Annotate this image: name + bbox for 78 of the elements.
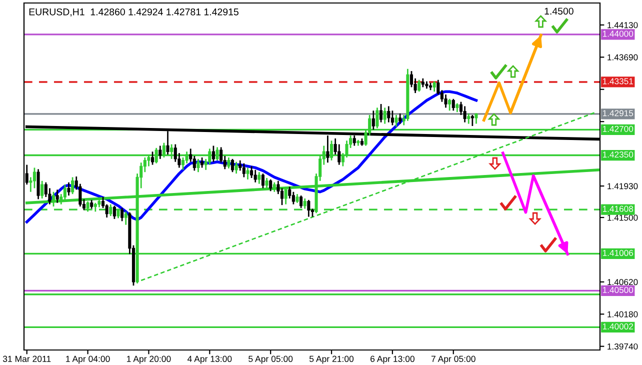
line-series [482, 34, 542, 122]
candlestick [36, 168, 40, 200]
candlestick [120, 207, 124, 222]
candlestick [234, 161, 238, 174]
candlestick [269, 178, 272, 192]
candlestick [467, 112, 470, 124]
candlestick [124, 210, 128, 226]
candlestick [463, 106, 466, 124]
ref-line-label: 1.42700 [602, 126, 634, 132]
ref-line-label: 1.42350 [602, 151, 634, 158]
candlestick [448, 98, 452, 112]
candlestick [71, 176, 74, 195]
candlestick [390, 110, 394, 126]
candlestick [151, 150, 154, 166]
candlestick [250, 166, 254, 179]
candlestick [258, 171, 261, 185]
candlestick [32, 167, 36, 189]
candlestick [105, 204, 108, 218]
annotation: 1.4500 [544, 8, 574, 15]
candlestick [40, 180, 44, 200]
y-tick-label: 1.41930 [608, 183, 638, 190]
candlestick [196, 158, 200, 173]
ref-line-label: 1.41006 [602, 250, 634, 256]
candlestick [212, 145, 215, 163]
candlestick [200, 156, 204, 168]
candlestick [307, 199, 310, 218]
candlestick [379, 103, 383, 124]
ref-line-label: 1.44000 [602, 30, 634, 37]
candlestick [432, 80, 436, 92]
candlestick [418, 79, 421, 92]
x-tick-label: 1 Apr 20:00 [127, 356, 171, 364]
line-series [502, 152, 570, 256]
candlestick [109, 204, 112, 217]
x-tick-label: 4 Apr 13:00 [187, 356, 232, 364]
candlestick [254, 169, 257, 184]
y-tick-label: 1.41500 [608, 214, 638, 221]
y-tick-label: 1.44130 [608, 22, 638, 28]
x-tick-label: 5 Apr 21:00 [309, 356, 354, 364]
candlestick [394, 114, 398, 128]
x-tick-label: 5 Apr 05:00 [248, 356, 293, 364]
candlestick [470, 114, 474, 127]
candlestick [246, 167, 250, 180]
y-tick-label: 1.39740 [608, 343, 638, 350]
candlestick [387, 106, 390, 124]
candlestick [272, 182, 276, 193]
candlestick [444, 94, 448, 108]
candlestick [452, 98, 455, 112]
y-tick-label: 1.40620 [608, 279, 638, 286]
x-tick-label: 1 Apr 04:00 [66, 356, 110, 364]
chart-title: EURUSD,H1 1.42860 1.42924 1.42781 1.42915 [29, 8, 238, 16]
ref-line-label: 1.43351 [602, 78, 634, 84]
candlestick [436, 79, 440, 96]
x-tick-label: 7 Apr 05:00 [431, 356, 476, 364]
candlestick [63, 184, 66, 201]
candlestick [158, 145, 162, 160]
x-tick-label: 31 Mar 2011 [2, 356, 51, 362]
candlestick [474, 112, 478, 124]
candlestick [67, 182, 70, 196]
candlestick [372, 110, 375, 130]
candlestick [300, 194, 303, 209]
candlestick [398, 112, 402, 124]
candlestick [303, 198, 306, 210]
candlestick [230, 158, 234, 173]
candlestick [261, 172, 264, 189]
y-tick-label: 1.40180 [608, 311, 638, 318]
candlestick [112, 205, 116, 220]
ref-line-label: 1.41608 [602, 206, 634, 212]
ref-line-label: 1.40002 [602, 323, 633, 330]
candlestick [265, 177, 268, 189]
candlestick [56, 188, 59, 204]
x-tick-label: 6 Apr 13:00 [370, 356, 414, 364]
y-tick-label: 1.43690 [608, 54, 638, 60]
candlestick [276, 180, 280, 195]
candlestick [414, 78, 417, 94]
candlestick [242, 162, 246, 178]
ref-line-label: 1.40500 [602, 286, 634, 294]
ref-line-label: 1.42915 [602, 110, 634, 116]
candlestick [383, 106, 386, 124]
